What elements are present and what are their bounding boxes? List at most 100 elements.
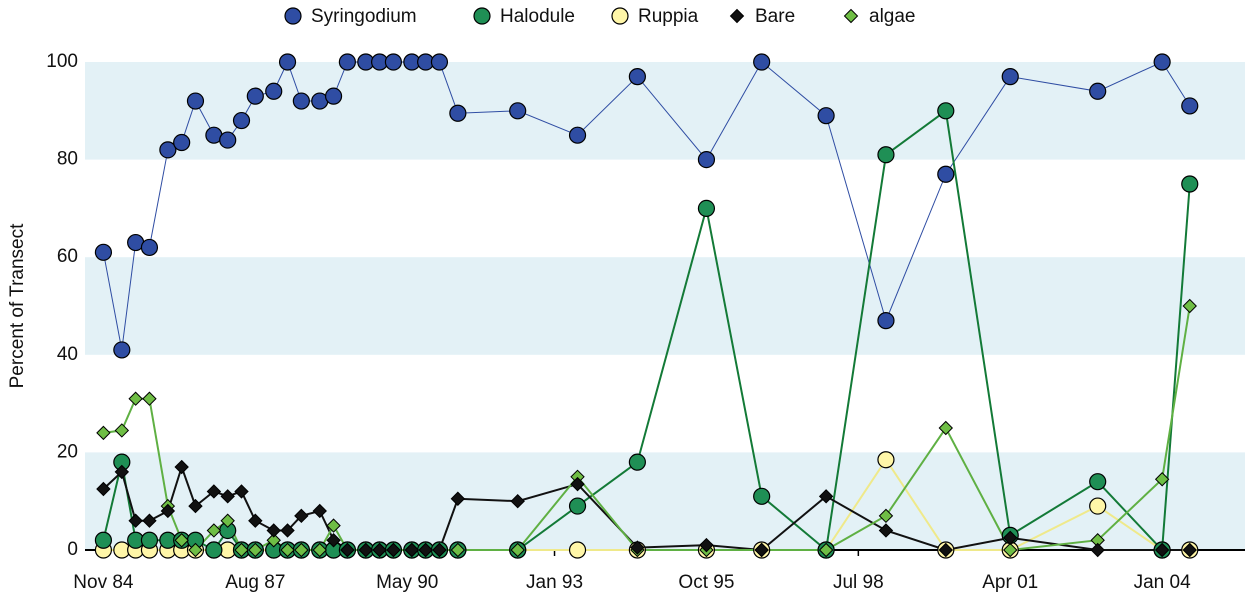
legend-label: Ruppia bbox=[638, 6, 699, 27]
diamond-marker bbox=[818, 489, 834, 504]
diamond-marker bbox=[294, 508, 309, 524]
diamond-marker bbox=[510, 493, 525, 509]
legend-label: Bare bbox=[755, 6, 795, 27]
circle-marker bbox=[246, 87, 264, 105]
diamond-marker bbox=[1154, 542, 1170, 558]
circle-marker bbox=[937, 102, 955, 120]
diamond-marker bbox=[280, 523, 295, 538]
circle-marker bbox=[173, 133, 191, 152]
circle-marker bbox=[338, 53, 356, 71]
x-tick-label: May 90 bbox=[376, 572, 438, 593]
legend-label: algae bbox=[869, 6, 916, 27]
diamond-marker bbox=[340, 542, 355, 558]
circle-marker bbox=[1089, 473, 1107, 491]
grid-band bbox=[85, 62, 1245, 160]
diamond-marker bbox=[843, 8, 859, 24]
diamond-marker bbox=[1154, 472, 1170, 487]
diamond-marker bbox=[510, 542, 525, 558]
diamond-marker bbox=[312, 503, 327, 519]
diamond-marker bbox=[96, 425, 111, 441]
diamond-marker bbox=[266, 523, 281, 538]
diamond-marker bbox=[188, 542, 203, 558]
circle-marker bbox=[473, 7, 491, 25]
circle-marker bbox=[568, 126, 587, 144]
x-tick-label: Jan 04 bbox=[1134, 572, 1191, 593]
circle-marker bbox=[697, 199, 716, 217]
circle-marker bbox=[232, 111, 251, 130]
circle-marker bbox=[449, 104, 467, 122]
circle-marker bbox=[284, 7, 302, 25]
circle-marker bbox=[877, 146, 895, 164]
x-tick-label: Nov 84 bbox=[73, 572, 134, 593]
circle-marker bbox=[628, 453, 646, 471]
circle-marker bbox=[205, 541, 223, 559]
y-tick-label: 20 bbox=[57, 441, 78, 462]
diamond-marker bbox=[128, 513, 143, 528]
diamond-marker bbox=[142, 391, 157, 406]
legend-label: Syringodium bbox=[311, 6, 417, 27]
y-tick-label: 80 bbox=[57, 149, 78, 170]
circle-marker bbox=[159, 141, 177, 159]
diamond-marker bbox=[1182, 298, 1197, 314]
diamond-marker bbox=[114, 423, 130, 438]
diamond-marker bbox=[432, 542, 447, 558]
circle-marker bbox=[430, 53, 449, 71]
circle-marker bbox=[186, 92, 205, 110]
circle-marker bbox=[937, 165, 955, 183]
circle-marker bbox=[1089, 497, 1107, 515]
circle-marker bbox=[94, 531, 113, 549]
diamond-marker bbox=[128, 391, 143, 406]
circle-marker bbox=[1181, 175, 1199, 193]
diamond-marker bbox=[729, 8, 745, 24]
diamond-marker bbox=[234, 542, 249, 558]
diamond-marker bbox=[188, 498, 203, 514]
diamond-marker bbox=[220, 489, 235, 504]
diamond-marker bbox=[450, 542, 466, 558]
circle-marker bbox=[384, 53, 403, 71]
diamond-marker bbox=[206, 523, 222, 538]
diamond-marker bbox=[114, 464, 130, 480]
diamond-marker bbox=[699, 537, 714, 553]
circle-marker bbox=[753, 487, 771, 505]
circle-marker bbox=[113, 341, 131, 359]
circle-marker bbox=[877, 312, 895, 330]
diamond-marker bbox=[1003, 542, 1018, 558]
y-tick-label: 0 bbox=[67, 539, 78, 560]
circle-marker bbox=[1001, 68, 1019, 86]
x-tick-label: Oct 95 bbox=[678, 572, 734, 593]
y-tick-label: 100 bbox=[46, 51, 78, 72]
diamond-marker bbox=[174, 533, 189, 548]
diamond-marker bbox=[234, 484, 249, 499]
x-tick-label: Jul 98 bbox=[833, 572, 884, 593]
diamond-marker bbox=[312, 542, 327, 558]
x-tick-label: Aug 87 bbox=[225, 572, 285, 593]
diamond-marker bbox=[418, 542, 433, 558]
diamond-marker bbox=[280, 542, 295, 558]
circle-marker bbox=[94, 243, 113, 261]
diamond-marker bbox=[326, 533, 341, 548]
diamond-marker bbox=[386, 542, 401, 558]
diamond-marker bbox=[1182, 542, 1197, 558]
circle-marker bbox=[611, 7, 629, 25]
circle-marker bbox=[324, 87, 343, 105]
diamond-marker bbox=[938, 542, 954, 558]
circle-marker bbox=[628, 68, 646, 86]
circle-marker bbox=[817, 107, 835, 125]
diamond-marker bbox=[248, 542, 263, 558]
y-tick-label: 40 bbox=[57, 344, 78, 365]
diamond-marker bbox=[450, 491, 466, 506]
grid-band bbox=[85, 452, 1245, 550]
diamond-marker bbox=[404, 542, 420, 558]
diamond-marker bbox=[142, 513, 157, 528]
circle-marker bbox=[278, 53, 297, 71]
circle-marker bbox=[877, 451, 895, 469]
x-tick-label: Jan 93 bbox=[526, 572, 583, 593]
circle-marker bbox=[753, 53, 771, 71]
diamond-marker bbox=[372, 542, 387, 558]
y-tick-label: 60 bbox=[57, 246, 78, 267]
circle-marker bbox=[509, 102, 527, 120]
diamond-marker bbox=[206, 484, 222, 499]
legend-label: Halodule bbox=[500, 6, 575, 27]
diamond-marker bbox=[174, 459, 189, 475]
